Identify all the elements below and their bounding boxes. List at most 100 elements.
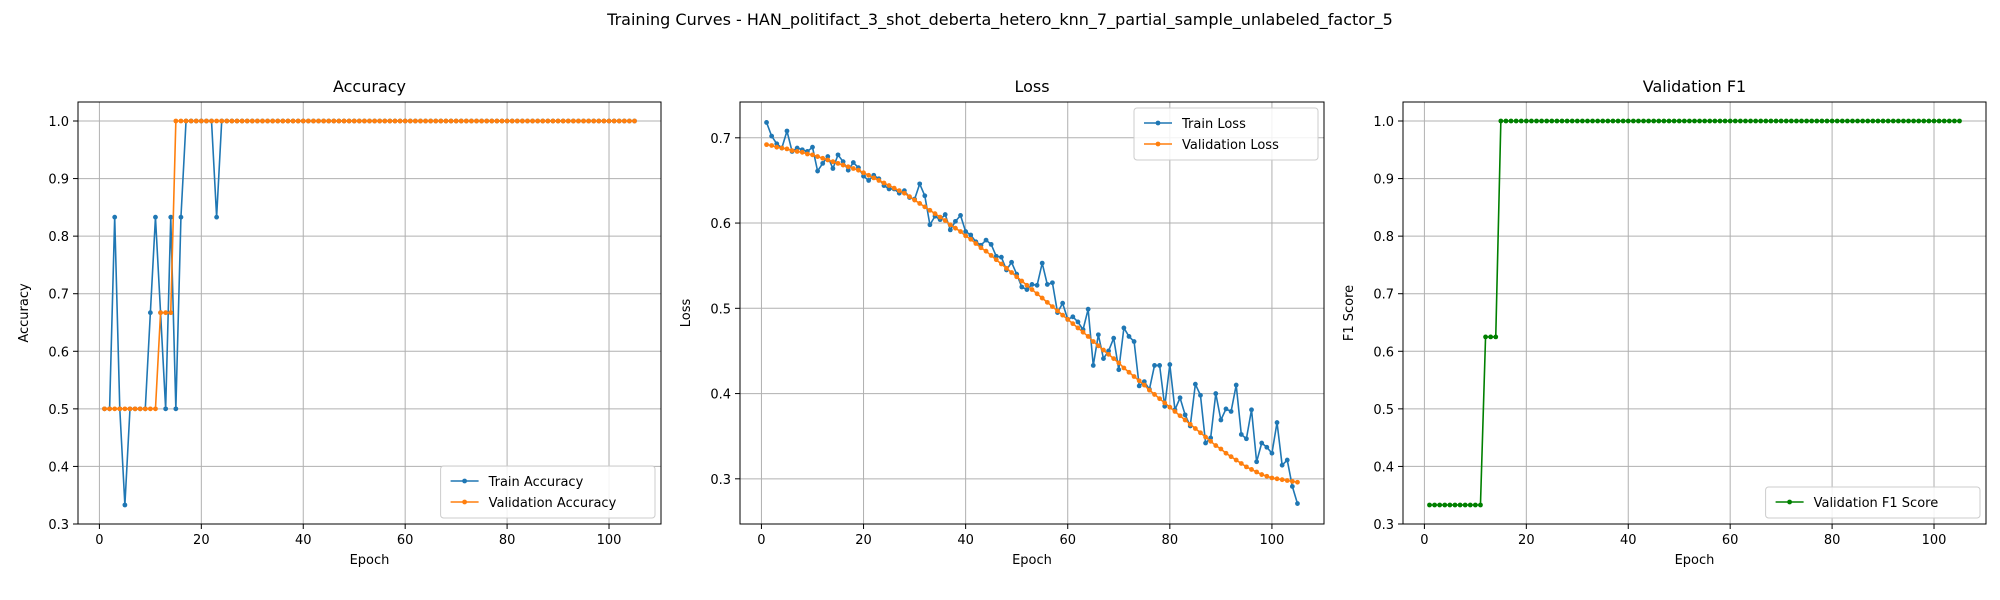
data-point bbox=[147, 406, 153, 412]
data-point bbox=[1595, 118, 1601, 124]
data-point bbox=[815, 154, 820, 159]
data-point bbox=[1880, 118, 1886, 124]
data-point bbox=[1427, 502, 1432, 508]
data-point bbox=[586, 118, 592, 124]
data-point bbox=[1585, 118, 1590, 124]
x-tick-label: 80 bbox=[499, 533, 516, 548]
data-point bbox=[1737, 118, 1743, 124]
data-point bbox=[1284, 478, 1290, 483]
data-point bbox=[1121, 365, 1127, 371]
data-point bbox=[1080, 329, 1086, 335]
data-point bbox=[1554, 118, 1560, 124]
data-point bbox=[1101, 347, 1106, 353]
data-point bbox=[1238, 461, 1244, 466]
data-point bbox=[1218, 446, 1224, 452]
legend: Validation F1 Score bbox=[1765, 486, 1981, 519]
y-tick-label: 0.9 bbox=[1373, 173, 1394, 188]
data-point bbox=[1295, 501, 1300, 506]
data-point bbox=[953, 225, 958, 231]
data-point bbox=[1732, 118, 1738, 124]
data-point bbox=[1574, 118, 1580, 124]
data-point bbox=[1483, 334, 1488, 340]
legend: Train Accuracy Validation Accuracy bbox=[440, 465, 656, 519]
data-point bbox=[1778, 118, 1784, 124]
data-point bbox=[423, 118, 428, 124]
data-point bbox=[1085, 306, 1091, 312]
data-point bbox=[560, 118, 566, 124]
data-point bbox=[163, 406, 169, 412]
data-point bbox=[1233, 382, 1239, 388]
data-point bbox=[326, 118, 332, 124]
data-point bbox=[377, 118, 383, 124]
data-point bbox=[367, 118, 372, 124]
data-point bbox=[1610, 118, 1616, 124]
data-point bbox=[1539, 118, 1545, 124]
data-point bbox=[1126, 369, 1132, 375]
y-tick-label: 1.0 bbox=[48, 115, 69, 130]
y-tick-label: 0.4 bbox=[48, 460, 69, 475]
data-point bbox=[886, 183, 892, 188]
data-point bbox=[1254, 459, 1260, 465]
data-point bbox=[850, 166, 856, 171]
x-tick-label: 0 bbox=[1420, 533, 1428, 548]
data-point bbox=[224, 118, 230, 124]
data-point bbox=[1198, 430, 1203, 436]
data-point bbox=[794, 145, 800, 151]
data-point bbox=[1060, 312, 1066, 318]
data-point bbox=[290, 118, 296, 124]
axes-frame bbox=[1402, 101, 1987, 525]
data-point bbox=[871, 175, 877, 181]
data-point bbox=[835, 152, 841, 158]
data-point bbox=[1814, 118, 1820, 124]
data-point bbox=[1095, 343, 1101, 349]
data-point bbox=[820, 160, 826, 166]
data-point bbox=[1885, 118, 1891, 124]
data-point bbox=[993, 257, 999, 263]
data-point bbox=[1289, 478, 1295, 484]
data-point bbox=[1177, 413, 1183, 419]
data-point bbox=[1157, 363, 1163, 368]
data-point bbox=[1707, 118, 1713, 124]
x-tick-label: 80 bbox=[1824, 533, 1841, 548]
data-point bbox=[866, 178, 872, 183]
data-point bbox=[122, 502, 128, 508]
data-point bbox=[988, 253, 994, 258]
data-point bbox=[825, 157, 831, 163]
data-point bbox=[1906, 118, 1911, 124]
data-point bbox=[958, 229, 963, 234]
data-point bbox=[295, 118, 301, 124]
x-tick-label: 20 bbox=[1518, 533, 1535, 548]
data-point bbox=[1029, 282, 1035, 287]
data-point bbox=[1452, 502, 1458, 508]
data-point bbox=[249, 118, 255, 124]
data-point bbox=[616, 118, 622, 124]
data-point bbox=[254, 118, 260, 124]
data-point bbox=[1111, 356, 1117, 362]
y-tick-label: 0.6 bbox=[710, 217, 731, 232]
data-point bbox=[1844, 118, 1850, 124]
data-point bbox=[1952, 118, 1957, 124]
data-point bbox=[1055, 308, 1060, 314]
figure-suptitle: Training Curves - HAN_politifact_3_shot_… bbox=[606, 10, 1393, 30]
data-point bbox=[1014, 274, 1020, 280]
legend-marker bbox=[1787, 499, 1792, 505]
data-point bbox=[214, 118, 220, 124]
data-point bbox=[927, 207, 933, 213]
data-point bbox=[1518, 118, 1524, 124]
data-point bbox=[1651, 118, 1657, 124]
data-point bbox=[153, 214, 158, 220]
data-point bbox=[1875, 118, 1881, 124]
y-tick-label: 0.3 bbox=[1373, 518, 1394, 533]
data-point bbox=[1192, 426, 1198, 431]
data-point bbox=[1009, 270, 1014, 275]
data-point bbox=[973, 241, 979, 246]
data-point bbox=[1523, 118, 1529, 124]
data-point bbox=[173, 118, 179, 124]
data-point bbox=[1289, 484, 1295, 489]
y-tick-label: 0.5 bbox=[1373, 403, 1394, 418]
data-point bbox=[418, 118, 423, 124]
data-point bbox=[1106, 348, 1111, 354]
data-point bbox=[820, 155, 826, 161]
data-point bbox=[922, 193, 928, 199]
data-point bbox=[387, 118, 393, 124]
